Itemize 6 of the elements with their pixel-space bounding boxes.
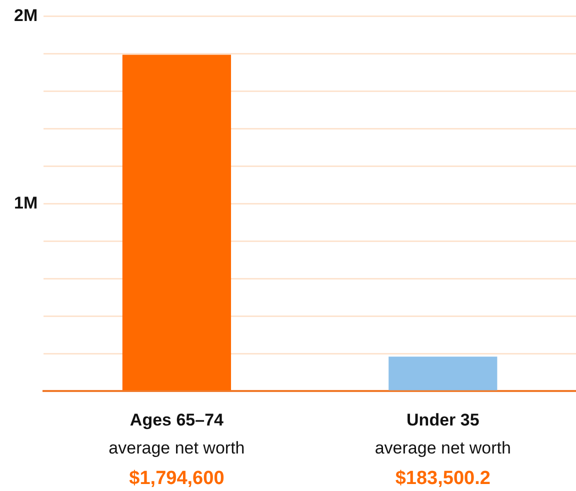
data-label: $1,794,600: [129, 468, 224, 490]
data-label: $183,500.2: [395, 468, 490, 490]
x-tick-label: Under 35 average net worth: [374, 410, 511, 458]
y-tick-label: 2M: [14, 6, 38, 25]
x-tick-label: Ages 65–74 average net worth: [108, 410, 245, 458]
y-tick-label: 1M: [14, 193, 38, 212]
